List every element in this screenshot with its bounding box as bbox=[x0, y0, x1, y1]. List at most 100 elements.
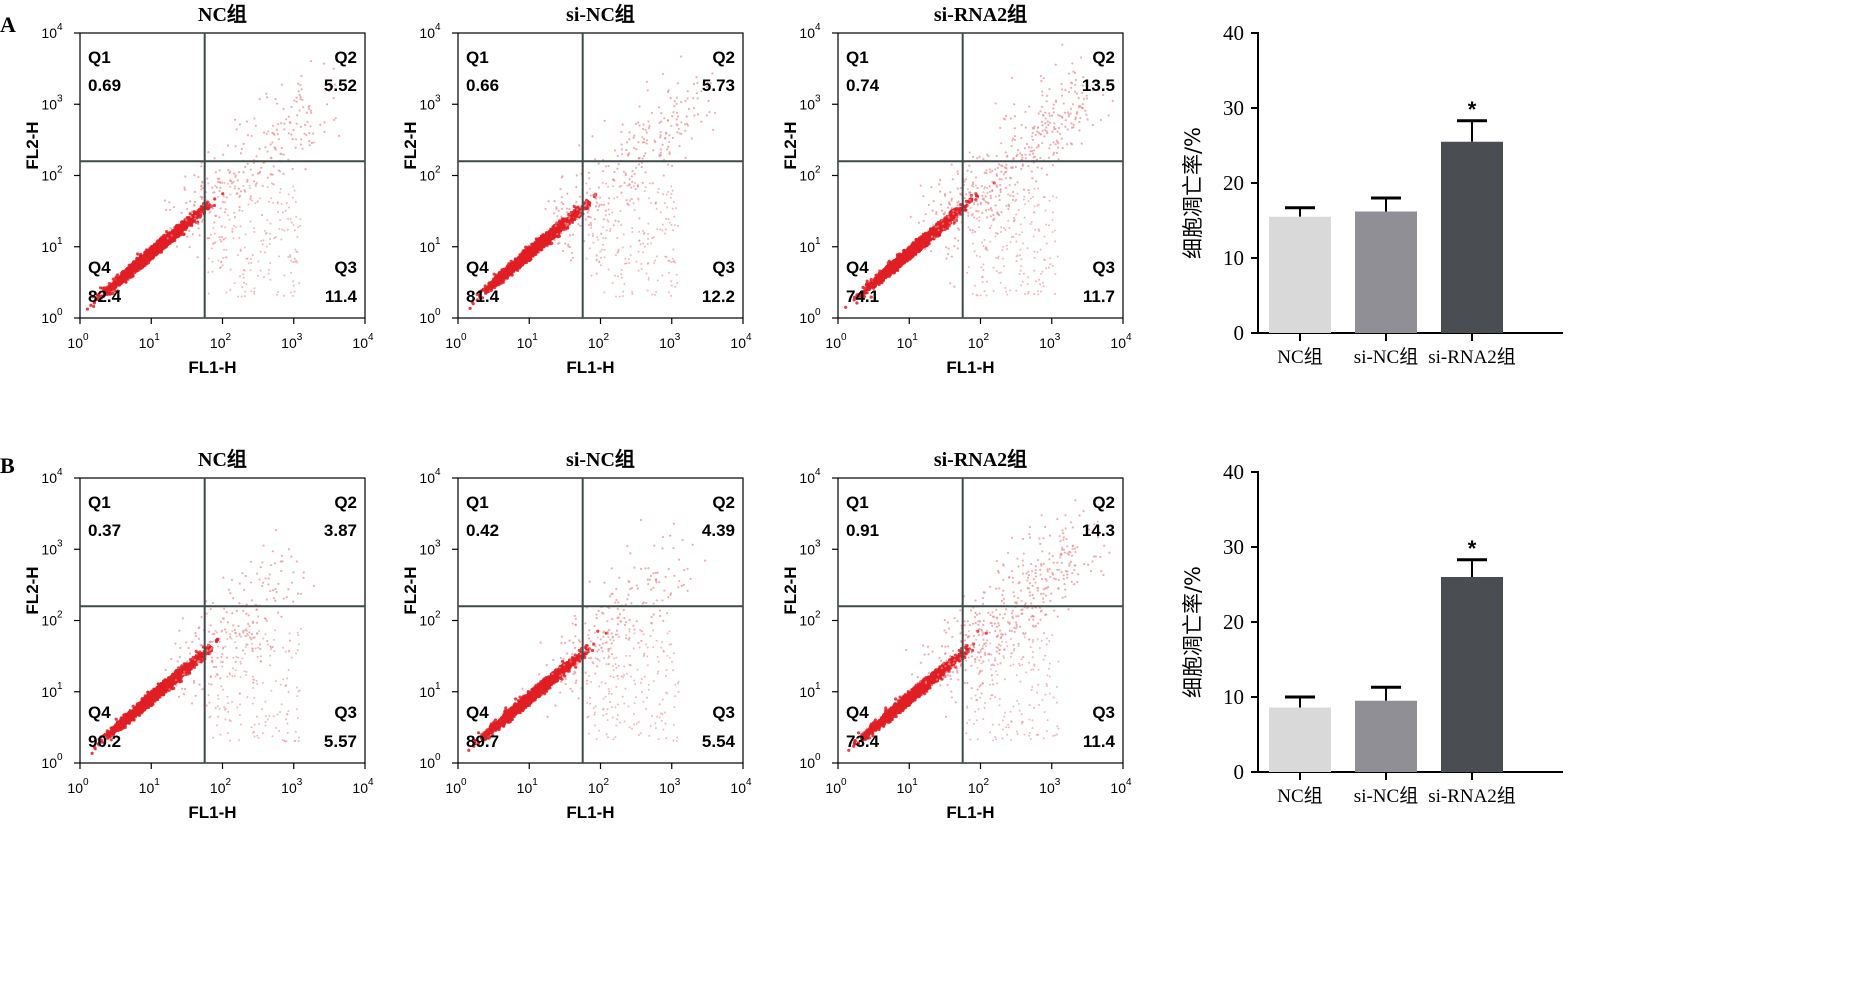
dot bbox=[186, 235, 189, 238]
dot bbox=[243, 295, 246, 298]
dot bbox=[222, 153, 225, 156]
dot bbox=[247, 262, 250, 265]
dot bbox=[308, 144, 311, 147]
dot bbox=[227, 168, 230, 171]
x-tick-exponent: 3 bbox=[297, 332, 303, 343]
dot bbox=[221, 181, 224, 184]
dot bbox=[552, 212, 556, 215]
dot bbox=[131, 262, 135, 266]
dot bbox=[226, 144, 230, 147]
dot bbox=[527, 258, 531, 263]
dot bbox=[292, 294, 295, 297]
dot bbox=[172, 205, 175, 209]
dot bbox=[577, 223, 580, 226]
dot bbox=[259, 250, 262, 253]
dot bbox=[188, 246, 191, 249]
dot bbox=[672, 111, 675, 114]
dot bbox=[285, 201, 288, 204]
dot bbox=[213, 221, 216, 224]
dot bbox=[234, 174, 237, 177]
dot bbox=[236, 253, 239, 256]
dot bbox=[140, 261, 144, 266]
dot bbox=[273, 133, 276, 136]
dot bbox=[242, 171, 245, 174]
dot bbox=[544, 237, 549, 241]
dot bbox=[163, 243, 168, 247]
dot bbox=[675, 118, 678, 121]
dot bbox=[294, 200, 297, 203]
dot bbox=[236, 179, 239, 182]
dot bbox=[301, 98, 304, 101]
dot bbox=[283, 128, 286, 131]
scatter-dots bbox=[468, 55, 717, 310]
dot bbox=[338, 134, 341, 137]
dot bbox=[276, 123, 280, 126]
dot bbox=[256, 200, 259, 203]
dot bbox=[297, 82, 300, 85]
dot bbox=[299, 224, 302, 227]
dot bbox=[279, 152, 282, 155]
dot bbox=[620, 130, 623, 133]
dot bbox=[238, 196, 241, 199]
dot bbox=[645, 139, 649, 142]
dot bbox=[270, 173, 273, 176]
dot bbox=[661, 143, 664, 146]
dot bbox=[299, 84, 302, 87]
dot bbox=[190, 220, 194, 224]
dot bbox=[564, 242, 567, 245]
dot bbox=[222, 238, 225, 241]
dot bbox=[280, 238, 283, 241]
dot bbox=[536, 239, 540, 243]
dot bbox=[546, 241, 550, 246]
dot bbox=[232, 237, 235, 240]
dot bbox=[233, 118, 237, 121]
dot bbox=[234, 226, 237, 229]
dot bbox=[229, 179, 233, 183]
dot bbox=[254, 124, 257, 127]
dot bbox=[597, 205, 601, 208]
dot bbox=[692, 97, 695, 100]
dot bbox=[247, 203, 250, 206]
dot bbox=[571, 256, 574, 259]
dot bbox=[579, 224, 582, 228]
dot bbox=[126, 270, 130, 274]
dot bbox=[243, 190, 247, 193]
dot bbox=[280, 83, 284, 86]
dot bbox=[216, 195, 219, 198]
dot bbox=[675, 102, 678, 105]
dot bbox=[287, 255, 290, 258]
dot bbox=[214, 171, 217, 174]
dot bbox=[207, 257, 210, 260]
dot bbox=[332, 67, 335, 70]
dot bbox=[186, 207, 189, 211]
dot bbox=[168, 208, 172, 211]
dot bbox=[127, 263, 131, 267]
dot bbox=[633, 134, 636, 137]
dot bbox=[166, 237, 169, 240]
dot bbox=[238, 237, 241, 240]
dot bbox=[492, 272, 496, 276]
dot bbox=[256, 172, 259, 175]
dot bbox=[523, 254, 527, 258]
y-tick-exponent: 3 bbox=[57, 93, 63, 104]
dot bbox=[241, 209, 244, 212]
dot bbox=[197, 223, 200, 226]
dot bbox=[550, 241, 554, 245]
dot bbox=[647, 120, 650, 123]
dot bbox=[233, 211, 236, 214]
dot bbox=[604, 165, 608, 168]
dot bbox=[207, 182, 210, 185]
y-tick-label: 101 bbox=[41, 236, 63, 255]
dot bbox=[269, 222, 272, 225]
dot bbox=[683, 123, 686, 126]
dot bbox=[468, 306, 472, 310]
dot bbox=[253, 227, 256, 230]
dot bbox=[241, 286, 244, 289]
dot bbox=[296, 261, 299, 264]
dot bbox=[181, 225, 185, 229]
dot bbox=[602, 218, 605, 221]
dot bbox=[135, 257, 139, 261]
dot bbox=[219, 207, 222, 210]
dot bbox=[219, 266, 222, 269]
dot bbox=[233, 216, 237, 219]
